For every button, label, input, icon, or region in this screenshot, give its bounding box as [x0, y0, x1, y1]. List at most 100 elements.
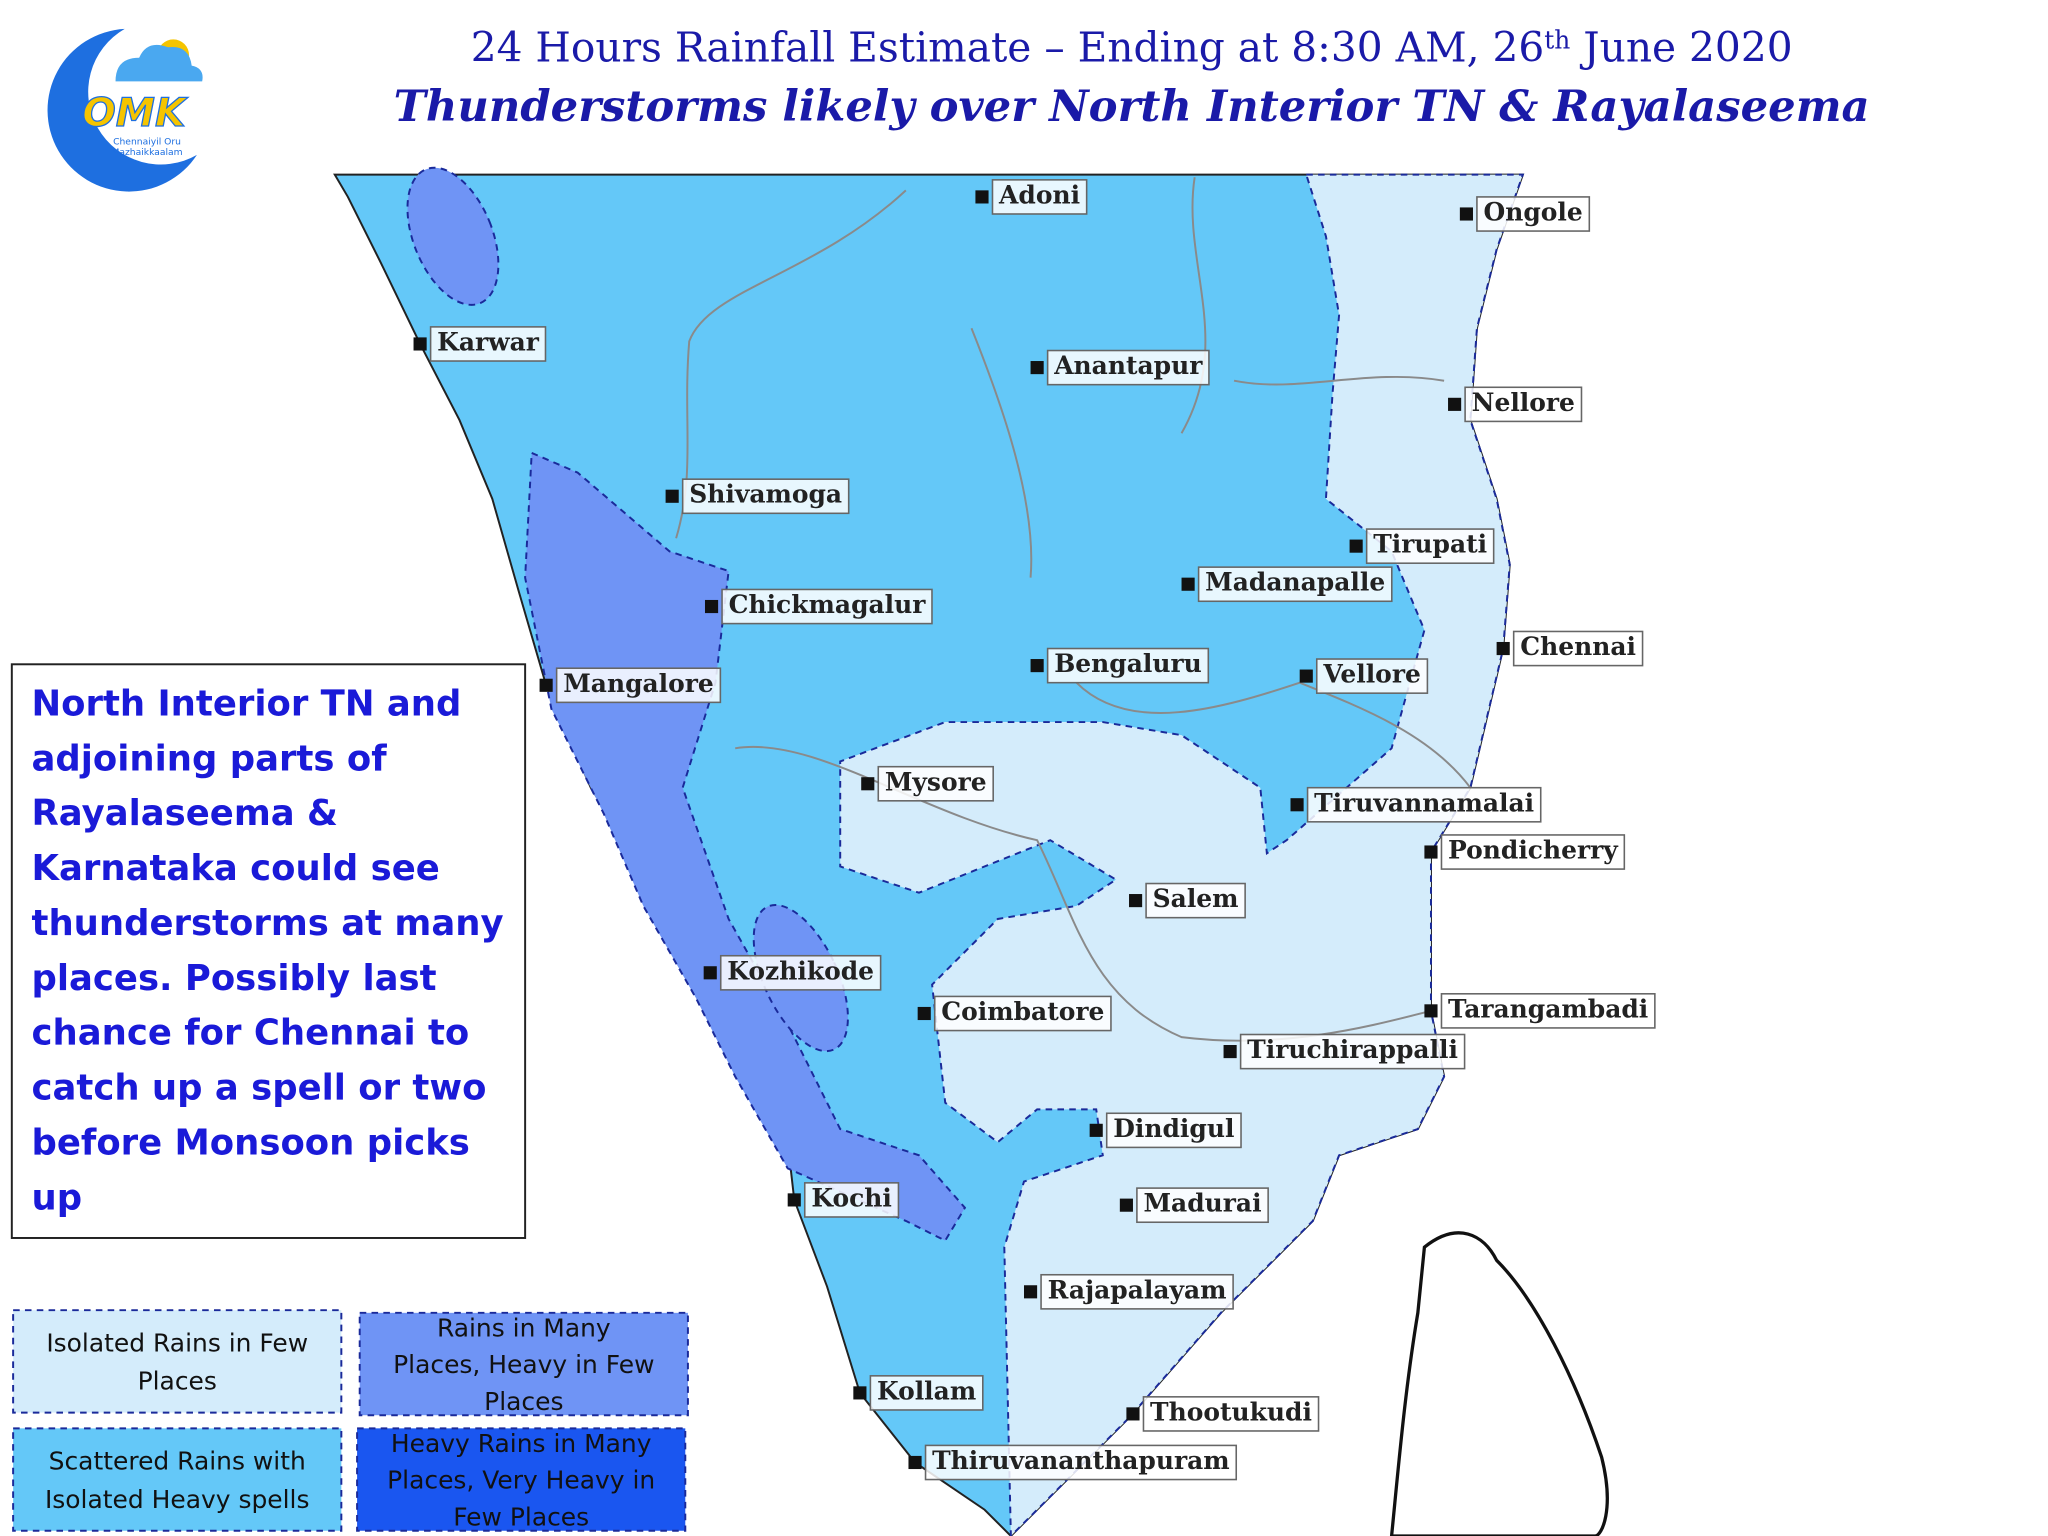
- legend-label: Isolated Heavy spells: [45, 1485, 310, 1514]
- logo-crescent: [47, 28, 197, 192]
- region-many: [406, 166, 500, 306]
- legend-label: Places: [484, 1387, 563, 1416]
- rivers: [675, 177, 1472, 1042]
- note-line: chance for Chennai to: [32, 1013, 470, 1054]
- city-marker: [787, 1193, 801, 1207]
- city-label-box: [555, 667, 722, 704]
- city-marker: [1126, 1407, 1140, 1421]
- city-marker: [1496, 641, 1510, 656]
- city-label-box: [1046, 647, 1210, 684]
- city-marker: [1299, 669, 1313, 683]
- city-label-box: [1239, 1033, 1466, 1070]
- note-line: thunderstorms at many: [32, 903, 504, 944]
- city-marker: [413, 337, 427, 351]
- city-marker: [1030, 361, 1044, 375]
- legend-swatch: [12, 1427, 343, 1532]
- logo: OMK Chennaiyil Oru Mazhaikkaalam: [47, 28, 203, 192]
- city-label: Vellore: [1322, 660, 1421, 689]
- logo-tagline: Mazhaikkaalam: [111, 147, 182, 158]
- city-label: Chennai: [1520, 632, 1636, 661]
- legend-label: Isolated Rains in Few: [46, 1329, 308, 1358]
- legend-label: Places, Heavy in Few: [393, 1350, 654, 1379]
- legend-label: Heavy Rains in Many: [391, 1429, 652, 1458]
- legend-label: Places: [138, 1367, 217, 1396]
- city-marker: [1290, 798, 1304, 812]
- city-marker: [665, 489, 679, 503]
- city-marker: [1030, 659, 1044, 673]
- city-marker: [703, 966, 717, 980]
- city-label: Kochi: [811, 1183, 892, 1212]
- region-many: [524, 451, 967, 1242]
- city-marker: [1129, 894, 1143, 908]
- city-label-box: [933, 995, 1112, 1032]
- title-part: June 2020: [1570, 24, 1792, 72]
- legend-label: Rains in Many: [437, 1313, 611, 1342]
- legend-label: Few Places: [453, 1502, 589, 1531]
- city-label: Mysore: [885, 767, 987, 796]
- city-label-box: [719, 954, 882, 991]
- city-marker: [704, 599, 719, 614]
- subtitle: Thunderstorms likely over North Interior…: [394, 81, 1870, 132]
- city-label: Adoni: [998, 180, 1080, 209]
- city-marker: [975, 190, 989, 204]
- city-marker: [539, 678, 553, 692]
- note-box: [10, 663, 527, 1239]
- title: 24 Hours Rainfall Estimate – Ending at 8…: [471, 24, 1793, 72]
- city-label-box: [991, 179, 1088, 215]
- city-marker: [853, 1386, 867, 1400]
- city-label: Madurai: [1143, 1189, 1261, 1218]
- note-line: adjoining parts of: [32, 738, 388, 779]
- city-label: Tarangambadi: [1448, 994, 1648, 1023]
- city-marker: [1024, 1285, 1038, 1299]
- city-marker: [1089, 1123, 1103, 1137]
- logo-tagline: Chennaiyil Oru: [113, 136, 181, 147]
- city-marker: [861, 777, 875, 791]
- note-line: Rayalaseema &: [32, 793, 338, 834]
- legend-swatch: [358, 1311, 689, 1417]
- city-marker: [1459, 207, 1473, 221]
- city-label-box: [1440, 834, 1626, 870]
- city-marker: [917, 1006, 931, 1021]
- note-line: catch up a spell or two: [32, 1068, 487, 1109]
- legend: Isolated Rains in Few Places Rains in Many…: [12, 1309, 689, 1532]
- city-label-box: [877, 765, 994, 802]
- city-label-box: [1046, 349, 1210, 386]
- city-marker: [1223, 1045, 1237, 1059]
- title-part: 24 Hours Rainfall Estimate – Ending at 8…: [471, 24, 1545, 72]
- city-marker: [1349, 539, 1363, 553]
- city-label: Kozhikode: [727, 956, 874, 985]
- city-label: Anantapur: [1053, 351, 1203, 380]
- region-isolated: [839, 173, 1525, 1536]
- city-label-box: [1476, 196, 1591, 232]
- note-line: places. Possibly last: [32, 958, 437, 999]
- note-line: up: [32, 1177, 83, 1218]
- city-label: Thootukudi: [1150, 1397, 1312, 1426]
- city-label: Chickmagalur: [729, 590, 927, 619]
- city-label-box: [681, 478, 850, 515]
- city-label: Karwar: [437, 327, 540, 356]
- city-labels: Adoni Ongole Karwar Anantapur Nellore Shivamo…: [413, 179, 1656, 1481]
- legend-label: Scattered Rains with: [49, 1447, 306, 1476]
- city-label-box: [1365, 528, 1495, 564]
- city-label: Coimbatore: [941, 997, 1104, 1026]
- city-label-box: [1440, 993, 1656, 1029]
- logo-mark: OMK: [82, 90, 188, 136]
- city-label-box: [1040, 1273, 1234, 1310]
- city-label-box: [803, 1182, 900, 1218]
- city-label-box: [721, 588, 933, 625]
- city-label: Nellore: [1472, 388, 1575, 417]
- city-label: Rajapalayam: [1048, 1275, 1227, 1304]
- city-label: Tiruvannamalai: [1314, 788, 1534, 817]
- legend-swatch: [12, 1309, 343, 1414]
- city-label-box: [1464, 386, 1583, 423]
- city-marker: [1424, 845, 1438, 859]
- city-label: Kollam: [877, 1376, 976, 1405]
- city-marker: [1119, 1198, 1133, 1212]
- city-label-box: [1142, 1396, 1320, 1432]
- note: North Interior TN and adjoining parts of R…: [32, 683, 504, 1218]
- logo-cloud: [115, 44, 203, 82]
- city-label-box: [1512, 630, 1644, 667]
- city-label: Madanapalle: [1205, 568, 1385, 597]
- city-label-box: [1315, 658, 1429, 694]
